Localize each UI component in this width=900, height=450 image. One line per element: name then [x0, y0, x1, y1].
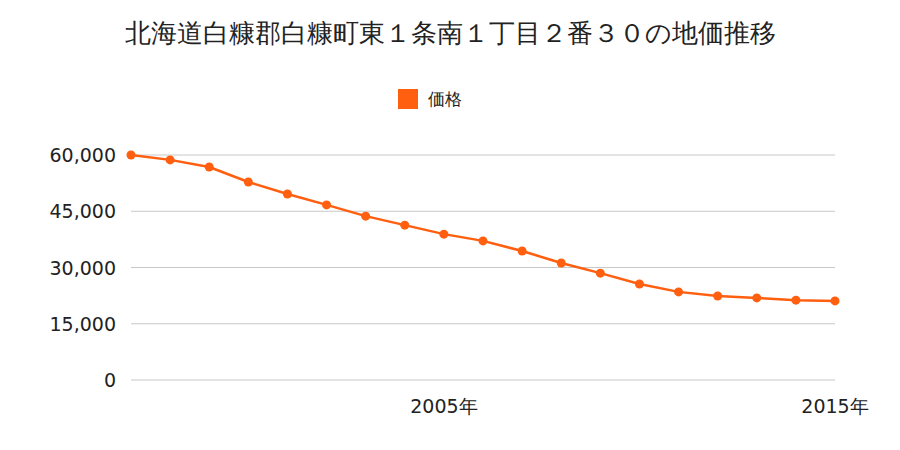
grid-line	[131, 211, 835, 212]
point	[283, 190, 292, 199]
grid-line	[131, 267, 835, 268]
title: 北海道白糠郡白糠町東１条南１丁目２番３０の地価推移	[125, 18, 776, 48]
plot-area	[127, 151, 840, 306]
point	[244, 178, 253, 187]
point	[205, 163, 214, 172]
y-tick-label: 60,000	[50, 144, 116, 166]
grid-line	[131, 323, 835, 324]
chart-root: 北海道白糠郡白糠町東１条南１丁目２番３０の地価推移価格 0 15,000 30,000…	[0, 0, 900, 450]
point	[439, 230, 448, 239]
legend-swatch	[398, 89, 418, 109]
point	[831, 296, 840, 305]
point	[127, 151, 136, 160]
legend-item: 価格	[398, 89, 462, 109]
point	[596, 269, 605, 278]
point	[479, 236, 488, 245]
y-tick-label: 30,000	[50, 257, 116, 279]
x-tick-label: 2005年	[410, 395, 477, 417]
point	[635, 280, 644, 289]
point	[557, 259, 566, 268]
point	[322, 200, 331, 209]
point	[518, 247, 527, 256]
grid-line	[131, 155, 835, 156]
x-tick-label: 2015年	[801, 395, 868, 417]
point	[361, 212, 370, 221]
y-tick-label: 45,000	[50, 200, 116, 222]
legend-label: 価格	[428, 89, 462, 109]
point	[166, 155, 175, 164]
y-tick-label: 15,000	[50, 313, 116, 335]
point	[713, 292, 722, 301]
point	[674, 287, 683, 296]
series-line	[131, 155, 835, 301]
point	[752, 293, 761, 302]
y-tick-label: 0	[104, 369, 116, 391]
chart-svg: 北海道白糠郡白糠町東１条南１丁目２番３０の地価推移価格 0 15,000 30,000…	[0, 0, 900, 450]
grid-line	[131, 380, 835, 381]
point	[791, 296, 800, 305]
point	[400, 221, 409, 230]
